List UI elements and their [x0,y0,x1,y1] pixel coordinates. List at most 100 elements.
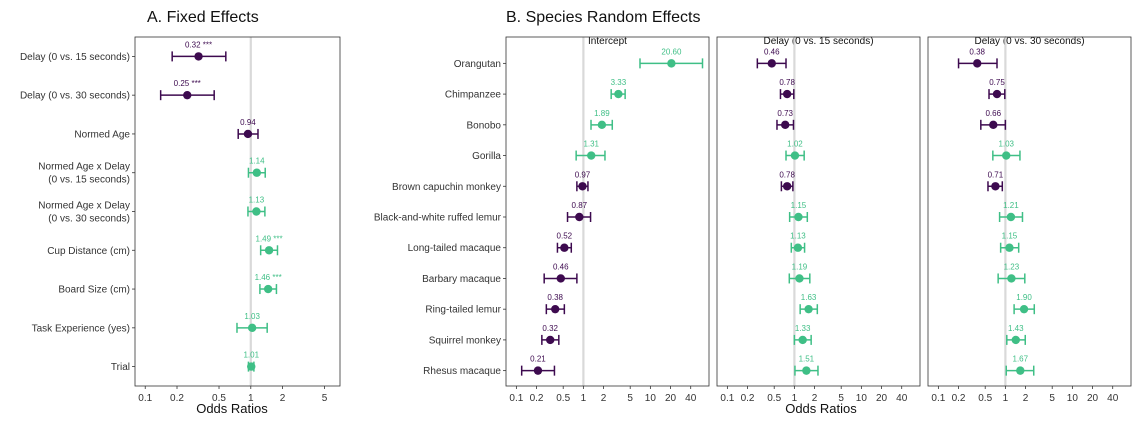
panel-b-facet-3-value-label: 1.21 [1003,201,1019,210]
panel-b-facet-3-point [973,59,982,68]
panel-b-facet-1-value-label: 0.21 [530,355,546,364]
panel-b-facet-2-value-label: 1.51 [799,355,815,364]
panel-a-point [264,246,274,255]
panel-a-x-tick-label: 5 [322,393,328,404]
panel-b-facet-3-value-label: 0.75 [989,78,1005,87]
panel-b-facet-2-value-label: 0.78 [779,170,795,179]
panel-a-point [247,362,256,371]
panel-b-facet-1-point [556,274,565,283]
panel-b-facet-2-point [798,335,807,345]
panel-a-x-tick-label: 1 [248,393,254,404]
panel-a-title: A. Fixed Effects [147,9,259,26]
panel-b-species-label: Gorilla [472,151,501,162]
panel-b-facet-2-x-tick-label: 0.1 [720,393,734,404]
panel-b-facet-2-strip-label: Delay (0 vs. 15 seconds) [763,36,873,47]
panel-a-x-tick-label: 0.5 [212,393,226,404]
panel-b-facet-3-frame [927,36,1132,387]
panel-b-facet-1-point [578,182,587,191]
panel-b-x-axis-title: Odds Ratios [785,401,857,416]
panel-a-value-label: 1.01 [243,351,259,360]
panel-b-facet-2-x-tick-label: 5 [838,393,844,404]
panel-b-facet-2-value-label: 1.63 [801,293,817,302]
panel-b-species-label: Rhesus macaque [423,366,501,377]
panel-b-facet-3-value-label: 1.90 [1016,293,1032,302]
panel-b-facet-2-x-tick-label: 0.5 [767,393,781,404]
panel-b-facet-1-value-label: 0.87 [572,201,588,210]
panel-b-facet-3-point [1016,366,1025,375]
panel-b-facet-3-point [989,120,998,130]
panel-b-facet-1-point [614,89,623,99]
panel-b-facet-1-point [587,151,596,160]
panel-b-facet-2-value-label: 1.02 [787,140,803,149]
panel-b-facet-1-x-tick-label: 40 [685,393,697,404]
panel-a-row-label: Delay (0 vs. 30 seconds) [20,91,130,102]
panel-a-x-tick-label: 0.1 [138,393,152,404]
panel-b-facet-3-point [1002,151,1011,160]
panel-b-species-random-effects: Intercept 0.1 0.2 0.5 1 2 5 10 20 40 20.60 3.33 1.89… [374,36,1132,404]
panel-a-x-axis-title: Odds Ratios [196,401,268,416]
panel-b-facet-2-x-tick-label: 10 [856,393,868,404]
panel-b-facet-2-point [782,89,792,99]
panel-b-facet-3-x-tick-label: 0.1 [931,393,945,404]
panel-a-row-label: Task Experience (yes) [32,323,130,334]
panel-b-facet-1-value-label: 0.97 [575,170,591,179]
panel-b-facet-3-value-label: 1.67 [1013,355,1029,364]
panel-b-species-label: Barbary macaque [422,274,501,285]
panel-b-facet-1-frame [505,36,710,387]
panel-b-species-label: Long-tailed macaque [408,243,502,254]
panel-a-frame [134,36,341,387]
panel-b-species-label: Black-and-white ruffed lemur [374,213,502,224]
panel-a-point [183,90,192,100]
panel-a-value-label: 1.14 [249,157,265,166]
panel-b-facet-2-value-label: 1.15 [791,201,807,210]
panel-a-row-label: Normed Age x Delay [38,162,130,173]
panel-a-row-label: Normed Age x Delay [38,201,130,212]
panel-b-facet-3-value-label: 1.43 [1008,324,1024,333]
panel-b-facet-1-value-label: 20.60 [661,47,682,56]
panel-a-value-label: 0.94 [240,118,256,127]
panel-a-row-label: Normed Age [74,129,130,140]
panel-b-facet-2-point [790,151,800,160]
panel-a-x-tick-label: 2 [280,393,286,404]
panel-b-facet-2-frame [716,36,921,387]
panel-b-species-label: Ring-tailed lemur [425,305,501,316]
panel-b-species-label: Orangutan [454,59,501,70]
panel-b-facet-1-x-tick-label: 0.2 [530,393,544,404]
panel-b-facet-3-value-label: 0.38 [969,47,985,56]
panel-a-point [243,129,253,139]
panel-b-facet-2-point [802,366,811,375]
panel-b-facet-3-point [1019,304,1029,314]
panel-b-facet-3-x-tick-label: 0.2 [952,393,966,404]
panel-a-value-label: 1.49 *** [256,234,283,243]
panel-b-facet-3-value-label: 0.66 [985,109,1001,118]
panel-b-facet-1-point [551,304,560,314]
panel-b-facet-2-point [804,304,813,314]
panel-b-facet-2-point [782,182,792,191]
panel-b-facet-3-x-tick-label: 2 [1023,393,1029,404]
panel-b-facet-3-point [1007,274,1016,283]
panel-b-facet-3-x-tick-label: 5 [1049,393,1055,404]
panel-a-value-label: 0.32 *** [185,40,212,49]
panel-b-facet-3-x-tick-label: 10 [1067,393,1079,404]
panel-b-facet-1-x-tick-label: 2 [601,393,607,404]
panel-b-facet-3-x-tick-label: 0.5 [978,393,992,404]
panel-b-species-label: Brown capuchin monkey [392,182,501,193]
panel-a-x-tick-label: 0.2 [170,393,184,404]
panel-b-facet-2-point [794,212,803,222]
panel-b-facet-3-point [991,182,1000,191]
panel-b-facet-1-x-tick-label: 10 [645,393,657,404]
panel-b-facet-2-x-tick-label: 40 [896,393,908,404]
panel-a-value-label: 1.46 *** [255,273,282,282]
panel-b-facet-1-value-label: 0.52 [557,232,573,241]
panel-a-row-label: Delay (0 vs. 15 seconds) [20,52,130,63]
panel-a-point [252,207,261,216]
panel-b-facet-2-value-label: 1.19 [792,262,808,271]
panel-b-facet-2-point [793,243,803,252]
panel-b-facet-3-x-tick-label: 40 [1107,393,1119,404]
panel-b-facet-1-value-label: 0.32 [542,324,558,333]
panel-b-facet-1-value-label: 0.38 [547,293,563,302]
panel-b-facet-3-point [1005,243,1014,252]
panel-b-facet-3-value-label: 1.03 [998,140,1014,149]
panel-a-value-label: 0.25 *** [174,79,201,88]
panel-b-facet-1-x-tick-label: 0.1 [509,393,523,404]
